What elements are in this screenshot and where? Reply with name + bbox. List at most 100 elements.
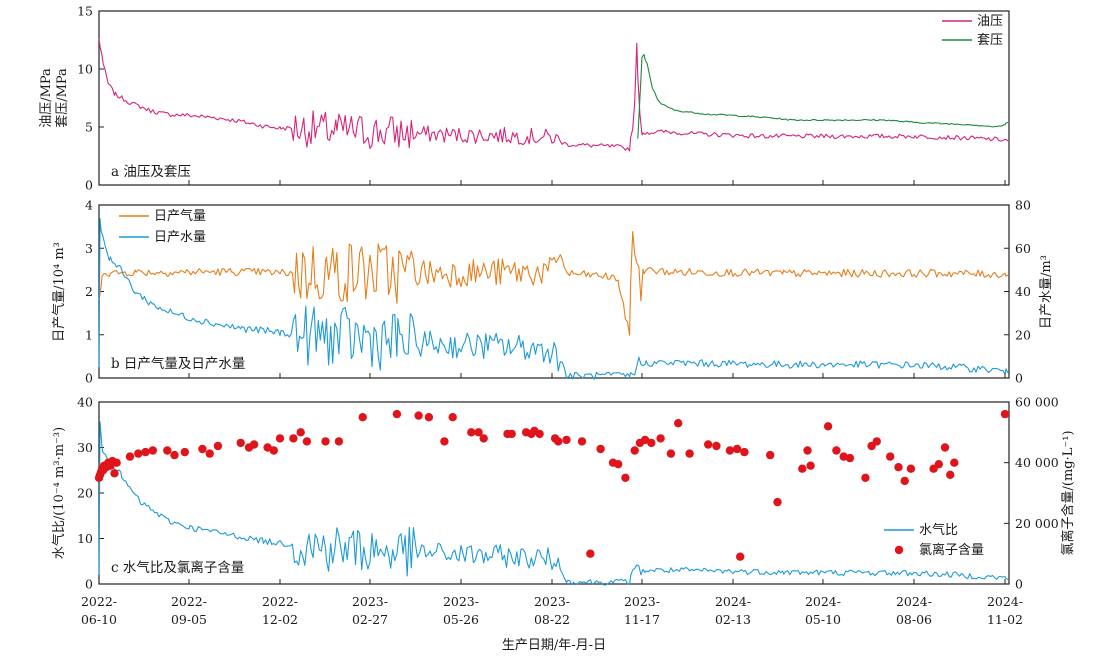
panel-a-title: a 油压及套压 bbox=[111, 164, 191, 180]
chloride-point bbox=[621, 473, 630, 482]
panel-c-y-right-tick-label: 20 000 bbox=[1015, 516, 1059, 531]
panel-a-y-tick-label: 15 bbox=[77, 4, 93, 19]
panel-c-ylabel-right: 氯离子含量/(mg·L⁻¹) bbox=[1060, 430, 1076, 555]
chloride-point bbox=[946, 470, 955, 479]
panel-b-y-left-tick-label: 1 bbox=[85, 327, 93, 342]
x-tick-label-monthday: 08-22 bbox=[534, 612, 570, 627]
x-tick-label-monthday: 12-02 bbox=[262, 612, 298, 627]
panel-b-legend: 日产气量 日产水量 bbox=[119, 208, 206, 245]
chloride-point bbox=[535, 429, 544, 439]
legend-label-daily-gas: 日产气量 bbox=[154, 208, 206, 224]
panel-c-legend: 水气比 氯离子含量 bbox=[884, 522, 984, 558]
oil-pressure-line bbox=[98, 38, 1009, 152]
chloride-point bbox=[125, 452, 135, 461]
chloride-point bbox=[479, 434, 488, 443]
x-tick-label-year: 2024- bbox=[805, 594, 841, 609]
panel-c-frame bbox=[98, 401, 1010, 585]
chloride-point bbox=[773, 497, 782, 507]
panel-b-y-left-tick-label: 2 bbox=[85, 284, 93, 299]
panel-b-y-right-tick-label: 20 bbox=[1015, 327, 1031, 342]
chloride-point bbox=[586, 549, 595, 558]
panel-a-legend: 油压 套压 bbox=[942, 14, 1003, 48]
chloride-point bbox=[474, 428, 483, 437]
chloride-point bbox=[424, 413, 434, 422]
chloride-point bbox=[806, 461, 815, 470]
x-tick-label-year: 2022- bbox=[171, 594, 207, 609]
chloride-point bbox=[832, 446, 841, 455]
x-tick-label-year: 2023- bbox=[352, 594, 388, 609]
panel-b-y-right-tick-label: 80 bbox=[1015, 198, 1031, 213]
chloride-point bbox=[674, 419, 683, 428]
chloride-point bbox=[296, 428, 305, 437]
chloride-point bbox=[170, 450, 179, 460]
chloride-point bbox=[647, 438, 656, 448]
chloride-point bbox=[803, 446, 812, 455]
daily-gas-line bbox=[98, 231, 1009, 336]
chloride-point bbox=[213, 441, 223, 451]
chloride-point bbox=[289, 434, 298, 443]
legend-swatch-chloride bbox=[894, 545, 904, 555]
chloride-point bbox=[685, 449, 694, 458]
legend-label-oil-pressure: 油压 bbox=[977, 14, 1003, 29]
panel-b-y-right-tick-label: 60 bbox=[1015, 241, 1031, 256]
chloride-point bbox=[134, 449, 143, 458]
chloride-point bbox=[798, 464, 807, 473]
chloride-point bbox=[358, 413, 367, 422]
x-tick-label-monthday: 09-05 bbox=[171, 612, 207, 627]
chloride-point bbox=[886, 452, 895, 461]
x-tick-label-monthday: 08-06 bbox=[896, 612, 932, 627]
panel-b-y-left-tick-label: 0 bbox=[85, 371, 93, 386]
panel-b-ylabel-right: 日产水量/m³ bbox=[1039, 255, 1054, 329]
panel-b-y-right-tick-label: 40 bbox=[1015, 284, 1031, 299]
chloride-point bbox=[269, 446, 278, 455]
chloride-point bbox=[934, 460, 943, 469]
x-tick-label-year: 2024- bbox=[987, 594, 1023, 609]
chloride-point bbox=[392, 409, 402, 419]
chloride-point bbox=[110, 469, 119, 478]
chloride-point bbox=[554, 437, 563, 446]
chloride-point bbox=[180, 447, 189, 457]
chloride-point bbox=[112, 458, 121, 467]
chloride-point bbox=[141, 447, 150, 457]
panel-c-y-right-tick-label: 60 000 bbox=[1015, 395, 1059, 410]
panel-a-series bbox=[98, 38, 1009, 152]
chloride-point bbox=[507, 429, 516, 439]
x-tick-label-year: 2022- bbox=[81, 594, 117, 609]
legend-label-chloride: 氯离子含量 bbox=[919, 542, 984, 558]
chloride-point bbox=[940, 443, 950, 452]
panel-a-y-tick-label: 5 bbox=[85, 120, 93, 135]
chloride-point bbox=[1000, 409, 1010, 419]
panel-c-y-left-tick-label: 30 bbox=[77, 440, 93, 455]
panel-a-ticks: 0 5 10 15 bbox=[77, 4, 104, 193]
chloride-point bbox=[766, 450, 775, 460]
panel-b-ylabel-left: 日产气量/10⁴ m³ bbox=[51, 242, 67, 342]
x-axis: 2022- 06-10 2022- 09-05 2022- 12-02 2023- 02-27… bbox=[81, 180, 1023, 627]
chloride-point bbox=[249, 440, 259, 449]
chloride-point bbox=[725, 446, 735, 455]
x-tick-label-monthday: 05-10 bbox=[805, 612, 841, 627]
x-tick-label-monthday: 06-10 bbox=[81, 612, 117, 627]
chloride-point bbox=[861, 473, 870, 482]
x-tick-label-year: 2022- bbox=[262, 594, 298, 609]
legend-label-daily-water: 日产水量 bbox=[154, 230, 206, 245]
chloride-point bbox=[740, 447, 749, 457]
panel-a-y-tick-label: 10 bbox=[77, 62, 93, 77]
chloride-point bbox=[302, 437, 312, 446]
x-tick-label-monthday: 02-13 bbox=[715, 612, 751, 627]
panel-c-y-left-tick-label: 10 bbox=[77, 531, 93, 546]
chloride-point bbox=[321, 437, 330, 446]
panel-a-y-tick-label: 0 bbox=[85, 178, 93, 193]
legend-label-casing-pressure: 套压 bbox=[977, 32, 1003, 48]
chloride-point bbox=[198, 444, 207, 454]
panel-c-y-left-tick-label: 20 bbox=[77, 486, 93, 501]
x-tick-label-year: 2023- bbox=[443, 594, 479, 609]
chloride-point bbox=[630, 446, 639, 455]
panel-c-y-right-tick-label: 0 bbox=[1015, 577, 1023, 592]
x-tick-label-year: 2023- bbox=[534, 594, 570, 609]
panel-b-y-left-tick-label: 4 bbox=[85, 198, 93, 213]
panel-c-ticks: 0 10 20 30 40 0 20 000 40 000 60 000 bbox=[77, 395, 1059, 592]
panel-c-y-right-tick-label: 40 000 bbox=[1015, 455, 1059, 470]
panel-b-frame bbox=[98, 204, 1010, 379]
panel-a-ylabel-oil: 油压/MPa bbox=[39, 68, 54, 128]
